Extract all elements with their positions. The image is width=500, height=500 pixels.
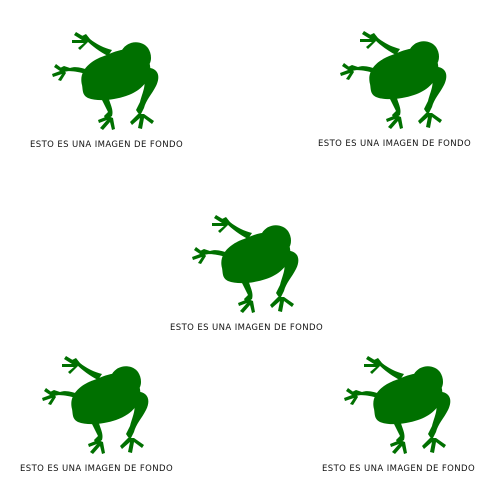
background-tile: ESTO ES UNA IMAGEN DE FONDO <box>322 354 492 494</box>
tile-caption: ESTO ES UNA IMAGEN DE FONDO <box>30 140 184 150</box>
frog-icon <box>42 356 149 454</box>
tile-caption: ESTO ES UNA IMAGEN DE FONDO <box>20 464 174 474</box>
frog-icon <box>192 215 299 313</box>
background-tile: ESTO ES UNA IMAGEN DE FONDO <box>30 30 200 170</box>
background-tile: ESTO ES UNA IMAGEN DE FONDO <box>20 354 190 494</box>
frog-icon <box>340 31 447 129</box>
tile-caption: ESTO ES UNA IMAGEN DE FONDO <box>318 139 472 149</box>
tile-caption: ESTO ES UNA IMAGEN DE FONDO <box>322 464 476 474</box>
background-tile: ESTO ES UNA IMAGEN DE FONDO <box>318 29 488 169</box>
frog-icon <box>344 356 451 454</box>
frog-icon <box>52 32 159 130</box>
background-tile: ESTO ES UNA IMAGEN DE FONDO <box>170 213 340 353</box>
tile-caption: ESTO ES UNA IMAGEN DE FONDO <box>170 323 324 333</box>
